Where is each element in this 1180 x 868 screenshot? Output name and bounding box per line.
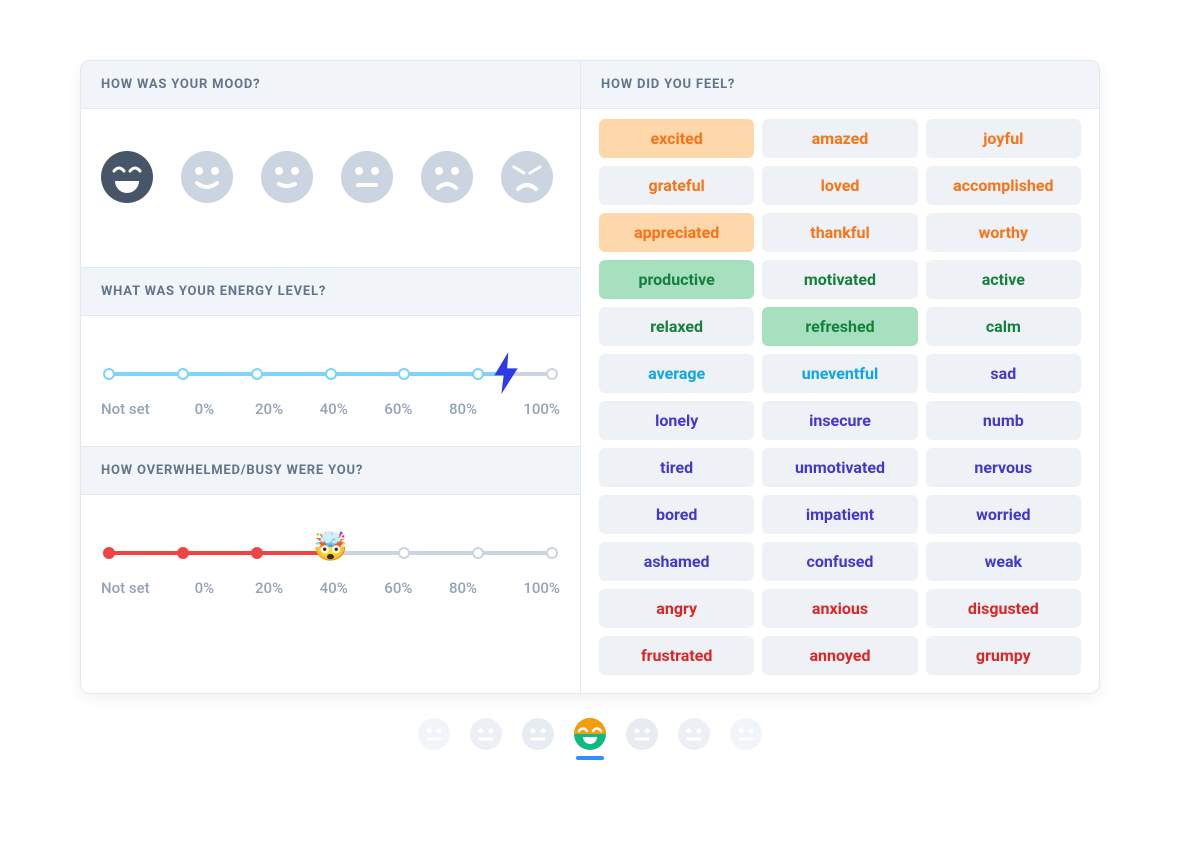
nav-entry-4[interactable]: [626, 718, 658, 750]
face-slight-smile[interactable]: [261, 151, 313, 203]
nav-entry-0[interactable]: [418, 718, 450, 750]
feeling-chip-ashamed[interactable]: ashamed: [599, 542, 754, 581]
slider-tick[interactable]: [177, 368, 189, 380]
right-column: HOW DID YOU FEEL? excitedamazedjoyful gra…: [581, 61, 1099, 693]
feeling-chip-numb[interactable]: numb: [926, 401, 1081, 440]
slider-label: 20%: [237, 579, 302, 597]
slider-label: Not set: [101, 400, 172, 418]
face-smile[interactable]: [181, 151, 233, 203]
energy-section-title: WHAT WAS YOUR ENERGY LEVEL?: [81, 267, 580, 316]
bolt-icon[interactable]: [492, 352, 520, 392]
feeling-chip-productive[interactable]: productive: [599, 260, 754, 299]
slider-tick[interactable]: [251, 368, 263, 380]
slider-label: Not set: [101, 579, 172, 597]
exploding-head-icon[interactable]: 🤯: [313, 533, 348, 561]
feeling-chip-insecure[interactable]: insecure: [762, 401, 917, 440]
slider-tick[interactable]: [251, 547, 263, 559]
face-neutral[interactable]: [341, 151, 393, 203]
feeling-chip-bored[interactable]: bored: [599, 495, 754, 534]
feeling-chip-excited[interactable]: excited: [599, 119, 754, 158]
nav-entry-1[interactable]: [470, 718, 502, 750]
feeling-chip-frustrated[interactable]: frustrated: [599, 636, 754, 675]
slider-tick[interactable]: [177, 547, 189, 559]
feeling-chip-lonely[interactable]: lonely: [599, 401, 754, 440]
feeling-chip-grumpy[interactable]: grumpy: [926, 636, 1081, 675]
overwhelm-section-body: 🤯 Not set0%20%40%60%80%100%: [81, 495, 580, 625]
nav-entry-6[interactable]: [730, 718, 762, 750]
feeling-chip-amazed[interactable]: amazed: [762, 119, 917, 158]
slider-tick[interactable]: [103, 547, 115, 559]
feeling-chip-impatient[interactable]: impatient: [762, 495, 917, 534]
slider-tick[interactable]: [103, 368, 115, 380]
overwhelm-slider[interactable]: 🤯 Not set0%20%40%60%80%100%: [101, 519, 560, 597]
feeling-chip-accomplished[interactable]: accomplished: [926, 166, 1081, 205]
left-column: HOW WAS YOUR MOOD? WHAT WAS YOUR ENERGY …: [81, 61, 581, 693]
slider-label: 40%: [301, 579, 366, 597]
feeling-chip-unmotivated[interactable]: unmotivated: [762, 448, 917, 487]
energy-section-body: Not set0%20%40%60%80%100%: [81, 316, 580, 446]
feeling-chip-calm[interactable]: calm: [926, 307, 1081, 346]
feeling-chip-tired[interactable]: tired: [599, 448, 754, 487]
mood-face-row: [101, 133, 560, 239]
feeling-chip-average[interactable]: average: [599, 354, 754, 393]
feeling-chip-uneventful[interactable]: uneventful: [762, 354, 917, 393]
slider-label: 100%: [495, 579, 560, 597]
slider-label: 60%: [366, 400, 431, 418]
slider-tick[interactable]: [398, 368, 410, 380]
feeling-chip-loved[interactable]: loved: [762, 166, 917, 205]
feelings-section-title: HOW DID YOU FEEL?: [581, 61, 1099, 109]
slider-tick[interactable]: [546, 368, 558, 380]
slider-tick[interactable]: [546, 547, 558, 559]
slider-tick[interactable]: [472, 368, 484, 380]
feeling-chip-grateful[interactable]: grateful: [599, 166, 754, 205]
feeling-chip-angry[interactable]: angry: [599, 589, 754, 628]
feeling-chip-weak[interactable]: weak: [926, 542, 1081, 581]
feelings-grid: excitedamazedjoyful gratefullovedaccompli…: [581, 109, 1099, 693]
nav-entry-3[interactable]: [574, 718, 606, 750]
feeling-chip-nervous[interactable]: nervous: [926, 448, 1081, 487]
entry-nav-row: [418, 718, 762, 750]
nav-entry-2[interactable]: [522, 718, 554, 750]
feeling-chip-worried[interactable]: worried: [926, 495, 1081, 534]
feeling-chip-motivated[interactable]: motivated: [762, 260, 917, 299]
slider-label: 60%: [366, 579, 431, 597]
face-angry[interactable]: [501, 151, 553, 203]
slider-label: 0%: [172, 400, 237, 418]
slider-tick[interactable]: [398, 547, 410, 559]
feeling-chip-worthy[interactable]: worthy: [926, 213, 1081, 252]
feeling-chip-thankful[interactable]: thankful: [762, 213, 917, 252]
feeling-chip-active[interactable]: active: [926, 260, 1081, 299]
feeling-chip-appreciated[interactable]: appreciated: [599, 213, 754, 252]
energy-slider[interactable]: Not set0%20%40%60%80%100%: [101, 340, 560, 418]
mood-card: HOW WAS YOUR MOOD? WHAT WAS YOUR ENERGY …: [80, 60, 1100, 694]
slider-label: 80%: [431, 400, 496, 418]
feeling-chip-anxious[interactable]: anxious: [762, 589, 917, 628]
slider-label: 100%: [495, 400, 560, 418]
slider-label: 20%: [237, 400, 302, 418]
slider-label: 40%: [301, 400, 366, 418]
feeling-chip-disgusted[interactable]: disgusted: [926, 589, 1081, 628]
nav-entry-5[interactable]: [678, 718, 710, 750]
slider-label: 0%: [172, 579, 237, 597]
mood-section-title: HOW WAS YOUR MOOD?: [81, 61, 580, 109]
overwhelm-section-title: HOW OVERWHELMED/BUSY WERE YOU?: [81, 446, 580, 495]
feeling-chip-sad[interactable]: sad: [926, 354, 1081, 393]
slider-tick[interactable]: [325, 368, 337, 380]
feeling-chip-confused[interactable]: confused: [762, 542, 917, 581]
mood-section-body: [81, 109, 580, 267]
feeling-chip-joyful[interactable]: joyful: [926, 119, 1081, 158]
feeling-chip-refreshed[interactable]: refreshed: [762, 307, 917, 346]
feeling-chip-relaxed[interactable]: relaxed: [599, 307, 754, 346]
feeling-chip-annoyed[interactable]: annoyed: [762, 636, 917, 675]
face-beaming[interactable]: [101, 151, 153, 203]
slider-label: 80%: [431, 579, 496, 597]
face-frown[interactable]: [421, 151, 473, 203]
slider-tick[interactable]: [472, 547, 484, 559]
